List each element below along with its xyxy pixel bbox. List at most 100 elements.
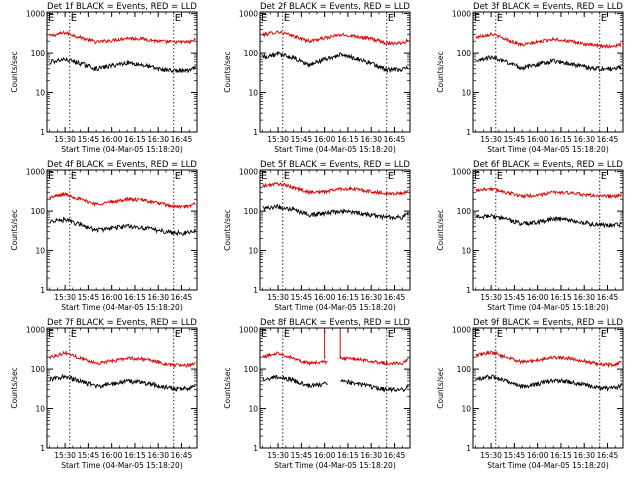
- events-series-line: [262, 203, 409, 221]
- x-tick-label: 16:15: [550, 135, 572, 144]
- lld-series-line: [340, 356, 409, 366]
- x-tick-label: 16:00: [101, 135, 123, 144]
- y-tick-label: 1000: [26, 326, 45, 335]
- y-tick-label: 10: [461, 247, 471, 256]
- y-tick-label: 1: [466, 286, 471, 295]
- y-tick-label: 10: [461, 405, 471, 414]
- events-series-line: [49, 373, 196, 393]
- x-tick-label: 16:15: [550, 293, 572, 302]
- time-marker-label: E: [601, 171, 607, 182]
- y-tick-label: 10: [248, 405, 258, 414]
- panel-title: Det 5f BLACK = Events, RED = LLD: [260, 160, 410, 170]
- y-axis-label: Counts/sec: [223, 367, 232, 408]
- plot-frame: [259, 327, 411, 449]
- x-tick-label: 16:00: [314, 451, 336, 460]
- time-marker-label: E: [71, 171, 77, 182]
- x-tick-label: 16:15: [337, 293, 359, 302]
- x-tick-label: 15:30: [480, 293, 502, 302]
- y-tick-label: 1: [466, 128, 471, 137]
- x-axis-label: Start Time (04-Mar-05 15:18:20): [274, 303, 396, 312]
- x-axis-label: Start Time (04-Mar-05 15:18:20): [274, 461, 396, 470]
- detector-panel-3: Det 3f BLACK = Events, RED = LLD 1 10 100 10…: [436, 2, 624, 154]
- x-tick-label: 16:15: [550, 451, 572, 460]
- y-tick-label: 1000: [452, 326, 471, 335]
- lld-series-line: [475, 349, 622, 369]
- x-tick-label: 16:30: [573, 451, 595, 460]
- x-tick-label: 16:15: [124, 135, 146, 144]
- y-tick-label: 100: [31, 49, 46, 58]
- y-tick-label: 10: [248, 89, 258, 98]
- panel-title: Det 4f BLACK = Events, RED = LLD: [47, 160, 197, 170]
- y-tick-label: 100: [31, 207, 46, 216]
- time-marker-label: E: [175, 171, 181, 182]
- y-tick-label: 1: [40, 128, 45, 137]
- x-tick-label: 16:45: [384, 451, 406, 460]
- lld-series-line: [475, 185, 622, 200]
- events-series-line: [262, 374, 328, 389]
- time-marker-label: E: [497, 171, 503, 182]
- start-marker-label: E: [48, 329, 54, 340]
- panel-title: Det 3f BLACK = Events, RED = LLD: [473, 2, 623, 12]
- lld-series-line: [262, 30, 409, 46]
- x-tick-label: 15:45: [504, 293, 526, 302]
- y-tick-label: 1000: [452, 168, 471, 177]
- start-marker-label: E: [261, 329, 267, 340]
- y-tick-label: 1: [466, 444, 471, 453]
- plot-frame: [46, 327, 198, 449]
- events-series-line: [475, 213, 622, 229]
- x-tick-label: 16:00: [314, 135, 336, 144]
- y-tick-label: 100: [457, 49, 472, 58]
- y-tick-label: 1000: [26, 168, 45, 177]
- events-series-line: [475, 55, 622, 73]
- y-axis-label: Counts/sec: [10, 367, 19, 408]
- x-tick-label: 16:00: [314, 293, 336, 302]
- y-tick-label: 100: [457, 207, 472, 216]
- y-tick-label: 10: [35, 89, 45, 98]
- y-tick-label: 100: [244, 207, 259, 216]
- detector-panel-4: Det 4f BLACK = Events, RED = LLD 1 10 100 10…: [10, 160, 198, 312]
- lld-series-line: [49, 30, 196, 45]
- x-tick-label: 16:45: [597, 293, 619, 302]
- x-tick-label: 16:45: [597, 451, 619, 460]
- y-tick-label: 100: [244, 49, 259, 58]
- x-axis-label: Start Time (04-Mar-05 15:18:20): [487, 145, 609, 154]
- lld-series-line: [49, 191, 196, 210]
- x-tick-label: 16:30: [147, 293, 169, 302]
- y-tick-label: 10: [35, 247, 45, 256]
- y-tick-label: 1000: [239, 326, 258, 335]
- y-tick-label: 1000: [452, 10, 471, 19]
- events-series-line: [49, 216, 196, 237]
- detector-panel-1: Det 1f BLACK = Events, RED = LLD 1 10 100 10…: [10, 2, 198, 154]
- time-marker-label: E: [71, 329, 77, 340]
- start-marker-label: E: [474, 329, 480, 340]
- start-marker-label: E: [48, 171, 54, 182]
- time-marker-label: E: [497, 329, 503, 340]
- x-tick-label: 16:00: [101, 293, 123, 302]
- start-marker-label: E: [261, 13, 267, 24]
- x-tick-label: 16:00: [527, 451, 549, 460]
- y-axis-label: Counts/sec: [223, 51, 232, 92]
- y-tick-label: 1: [40, 444, 45, 453]
- x-tick-label: 15:45: [78, 135, 100, 144]
- x-tick-label: 15:30: [480, 451, 502, 460]
- x-tick-label: 15:45: [291, 135, 313, 144]
- detector-panel-2: Det 2f BLACK = Events, RED = LLD 1 10 100 10…: [223, 2, 411, 154]
- lld-series-line: [262, 351, 328, 366]
- x-tick-label: 16:15: [124, 451, 146, 460]
- plot-frame: [46, 11, 198, 133]
- x-axis-label: Start Time (04-Mar-05 15:18:20): [487, 461, 609, 470]
- y-axis-label: Counts/sec: [223, 209, 232, 250]
- x-tick-label: 15:30: [54, 135, 76, 144]
- x-tick-label: 16:15: [124, 293, 146, 302]
- plot-frame: [259, 11, 411, 133]
- x-tick-label: 15:30: [54, 451, 76, 460]
- x-tick-label: 16:00: [527, 135, 549, 144]
- x-tick-label: 16:45: [171, 135, 193, 144]
- x-tick-label: 16:30: [147, 135, 169, 144]
- panel-title: Det 8f BLACK = Events, RED = LLD: [260, 318, 410, 328]
- x-tick-label: 16:45: [171, 293, 193, 302]
- x-tick-label: 15:30: [267, 451, 289, 460]
- start-marker-label: E: [474, 13, 480, 24]
- x-axis-label: Start Time (04-Mar-05 15:18:20): [61, 145, 183, 154]
- time-marker-label: E: [284, 329, 290, 340]
